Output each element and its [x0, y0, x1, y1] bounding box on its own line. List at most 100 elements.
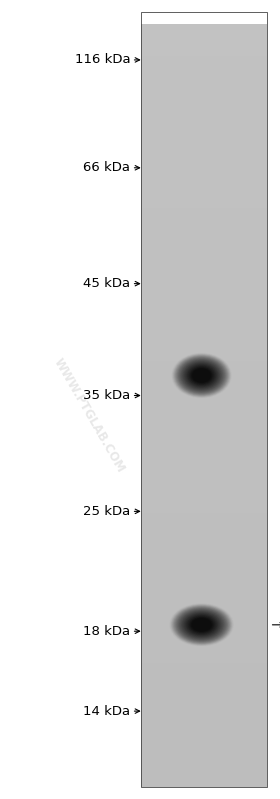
- Bar: [141, 477, 267, 479]
- Bar: [141, 772, 267, 774]
- Bar: [141, 448, 267, 451]
- Text: 35 kDa: 35 kDa: [83, 389, 130, 402]
- Bar: [141, 785, 267, 787]
- Bar: [141, 425, 267, 428]
- Ellipse shape: [182, 611, 221, 638]
- Bar: [141, 733, 267, 735]
- Bar: [141, 475, 267, 477]
- Ellipse shape: [178, 357, 226, 394]
- Bar: [141, 681, 267, 684]
- Bar: [141, 678, 267, 681]
- Bar: [141, 249, 267, 252]
- Bar: [141, 402, 267, 404]
- Bar: [141, 224, 267, 226]
- Bar: [141, 598, 267, 601]
- Ellipse shape: [172, 354, 231, 397]
- Ellipse shape: [190, 367, 213, 384]
- Bar: [141, 492, 267, 495]
- Bar: [141, 663, 267, 666]
- Ellipse shape: [171, 353, 232, 398]
- Bar: [141, 779, 267, 782]
- Bar: [141, 689, 267, 691]
- Bar: [141, 735, 267, 738]
- Bar: [141, 301, 267, 304]
- Bar: [141, 270, 267, 273]
- Bar: [141, 131, 267, 133]
- Bar: [141, 299, 267, 301]
- Bar: [141, 534, 267, 536]
- Bar: [141, 157, 267, 159]
- Bar: [141, 115, 267, 118]
- Bar: [141, 167, 267, 169]
- Bar: [141, 61, 267, 64]
- Bar: [141, 43, 267, 46]
- Bar: [141, 335, 267, 337]
- Bar: [141, 479, 267, 482]
- Bar: [141, 580, 267, 583]
- Bar: [141, 252, 267, 255]
- Bar: [141, 397, 267, 400]
- Bar: [141, 198, 267, 201]
- Bar: [141, 506, 267, 508]
- Bar: [141, 74, 267, 77]
- Bar: [141, 761, 267, 764]
- Ellipse shape: [174, 355, 229, 396]
- Ellipse shape: [177, 608, 226, 642]
- Ellipse shape: [179, 359, 224, 392]
- Bar: [141, 392, 267, 395]
- Bar: [141, 327, 267, 330]
- Bar: [141, 400, 267, 402]
- Ellipse shape: [173, 354, 230, 397]
- Bar: [141, 586, 267, 588]
- Bar: [141, 226, 267, 229]
- Bar: [141, 451, 267, 454]
- Bar: [141, 617, 267, 619]
- Bar: [141, 87, 267, 89]
- Bar: [141, 738, 267, 741]
- Bar: [141, 756, 267, 758]
- Bar: [141, 539, 267, 542]
- Bar: [141, 69, 267, 71]
- Ellipse shape: [186, 614, 217, 635]
- Bar: [141, 296, 267, 299]
- Bar: [141, 219, 267, 221]
- Bar: [141, 356, 267, 358]
- Bar: [141, 280, 267, 283]
- Bar: [141, 81, 267, 85]
- Ellipse shape: [183, 361, 220, 390]
- Bar: [141, 446, 267, 448]
- Bar: [141, 14, 267, 17]
- Ellipse shape: [178, 609, 225, 641]
- Bar: [141, 381, 267, 384]
- Bar: [141, 609, 267, 611]
- Bar: [141, 293, 267, 296]
- Bar: [141, 273, 267, 276]
- Bar: [141, 41, 267, 43]
- Ellipse shape: [188, 615, 216, 634]
- Bar: [141, 136, 267, 138]
- Bar: [141, 423, 267, 425]
- Bar: [141, 686, 267, 689]
- Ellipse shape: [169, 603, 234, 646]
- Ellipse shape: [181, 611, 222, 638]
- Bar: [141, 714, 267, 718]
- Ellipse shape: [180, 360, 223, 392]
- Bar: [141, 340, 267, 343]
- Bar: [141, 257, 267, 260]
- Ellipse shape: [176, 607, 227, 642]
- Ellipse shape: [171, 604, 232, 646]
- Bar: [141, 105, 267, 108]
- Bar: [141, 666, 267, 668]
- Bar: [141, 658, 267, 661]
- Ellipse shape: [176, 356, 227, 395]
- Ellipse shape: [191, 368, 213, 384]
- Bar: [141, 490, 267, 492]
- Ellipse shape: [181, 360, 222, 391]
- Ellipse shape: [181, 610, 223, 639]
- Bar: [141, 519, 267, 521]
- Ellipse shape: [171, 352, 232, 399]
- Bar: [141, 276, 267, 278]
- Ellipse shape: [192, 368, 211, 383]
- Bar: [141, 366, 267, 368]
- Bar: [141, 304, 267, 307]
